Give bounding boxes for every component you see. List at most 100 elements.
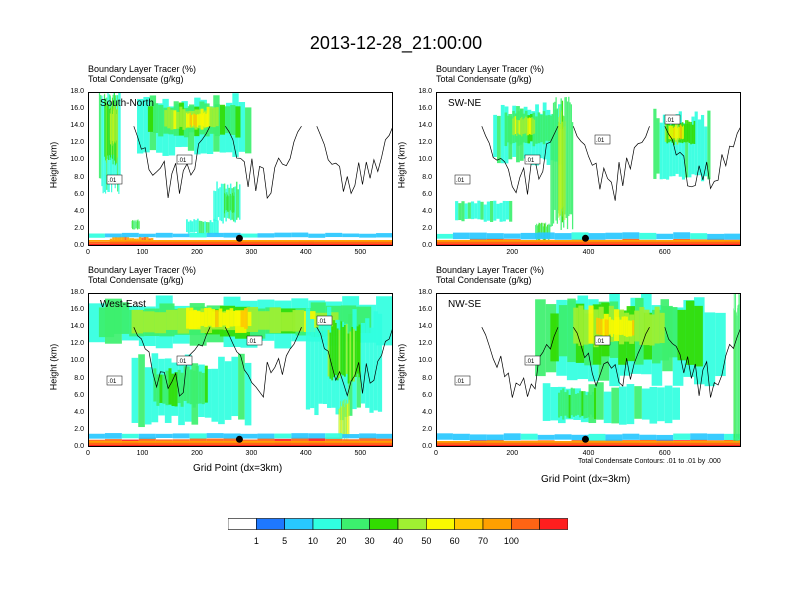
condensate-cell: [622, 232, 640, 239]
condensate-cell: [538, 222, 540, 241]
condensate-cell: [180, 372, 184, 407]
y-tick-label: 12.0: [70, 139, 84, 147]
condensate-cell: [562, 121, 564, 212]
y-tick-label: 4.0: [422, 408, 432, 416]
condensate-cell: [193, 309, 197, 329]
condensate-cell: [211, 222, 214, 234]
condensate-cell: [231, 194, 233, 212]
condensate-cell: [108, 103, 109, 161]
condensate-cell: [213, 218, 216, 234]
condensate-cell: [546, 224, 548, 239]
colorbar-swatch: [341, 518, 370, 530]
condensate-cell: [613, 320, 616, 335]
panel-nw-se: Boundary Layer Tracer (%) Total Condensa…: [436, 265, 741, 475]
condensate-cell: [131, 221, 133, 229]
condensate-cell: [536, 225, 538, 240]
condensate-cell: [343, 400, 344, 437]
y-tick-label: 4.0: [74, 408, 84, 416]
condensate-cell: [198, 220, 201, 234]
condensate-cell: [158, 104, 164, 137]
condensate-cell: [554, 101, 556, 210]
condensate-cell: [172, 433, 190, 439]
condensate-cell: [672, 387, 680, 420]
condensate-cell: [535, 299, 546, 377]
y-tick-label: 10.0: [70, 357, 84, 365]
condensate-cell: [377, 313, 383, 412]
surface-tracer-band: [88, 444, 393, 447]
condensate-cell: [202, 221, 205, 235]
condensate-cell: [664, 120, 667, 142]
condensate-cell: [560, 129, 562, 209]
contour-label: .01: [318, 319, 327, 325]
contour-label-box: [524, 355, 541, 366]
condensate-cell: [258, 311, 270, 330]
condensate-cell: [656, 233, 674, 240]
condensate-cell: [111, 111, 112, 141]
condensate-cell: [540, 223, 542, 238]
condensate-cell: [244, 362, 252, 426]
condensate-cell: [339, 407, 341, 439]
condensate-cell: [563, 117, 565, 220]
y-tick-label: 18.0: [70, 88, 84, 95]
condensate-cell: [207, 222, 210, 235]
condensate-cell: [680, 124, 682, 139]
condensate-cell: [165, 370, 169, 406]
condensate-cell: [193, 113, 195, 126]
condensate-cell: [561, 111, 562, 209]
panel-label: SW-NE: [448, 98, 481, 109]
condensate-cell: [670, 125, 672, 140]
condensate-cell: [566, 390, 569, 418]
condensate-cell: [88, 233, 105, 238]
header-line-condensate: Total Condensate (g/kg): [436, 74, 532, 84]
condensate-cell: [724, 233, 741, 240]
condensate-cell: [233, 195, 235, 211]
condensate-cell: [340, 321, 343, 375]
contour-label-box: [176, 355, 193, 366]
condensate-cell: [187, 114, 189, 127]
condensate-cell: [136, 221, 137, 229]
condensate-cell: [225, 196, 227, 213]
colorbar-tick-label: 5: [282, 536, 288, 546]
condensate-cell: [232, 192, 233, 213]
contour-line: [481, 327, 559, 398]
contour-line: [664, 126, 741, 190]
condensate-cell: [121, 433, 139, 439]
condensate-cell: [496, 203, 500, 219]
condensate-cell: [738, 293, 739, 439]
condensate-cell: [113, 110, 114, 144]
condensate-cell: [563, 115, 564, 221]
condensate-cell: [186, 219, 188, 233]
contour-label-box: [524, 154, 541, 165]
condensate-cell: [257, 433, 275, 439]
y-tick-label: 14.0: [418, 323, 432, 331]
condensate-cell: [497, 115, 501, 164]
colorbar-swatch: [256, 518, 285, 530]
condensate-cell: [235, 106, 241, 138]
condensate-cell: [523, 118, 525, 134]
condensate-cell: [215, 220, 217, 235]
contour-label: .01: [456, 178, 465, 184]
condensate-cell: [516, 119, 518, 137]
condensate-cell: [735, 313, 737, 447]
condensate-cell: [291, 232, 309, 238]
y-tick-label: 18.0: [70, 289, 84, 296]
condensate-cell: [622, 433, 640, 440]
condensate-cell: [569, 102, 571, 215]
condensate-cell: [200, 114, 202, 126]
x-tick-label: 400: [300, 450, 312, 457]
condensate-cell: [98, 92, 101, 179]
contour-label: .01: [596, 339, 605, 345]
contour-label-box: [594, 134, 611, 145]
condensate-cell: [189, 232, 207, 238]
condensate-cell: [474, 203, 478, 219]
condensate-cell: [204, 307, 208, 328]
condensate-cell: [114, 302, 130, 334]
condensate-cell: [206, 106, 210, 127]
colorbar-tick-label: 1: [253, 536, 259, 546]
condensate-cell: [649, 386, 658, 424]
contour-line: [481, 126, 559, 195]
colorbar-swatch: [284, 518, 314, 530]
condensate-cell: [611, 387, 619, 424]
condensate-cell: [134, 219, 136, 230]
colorbar-swatch: [312, 518, 342, 530]
